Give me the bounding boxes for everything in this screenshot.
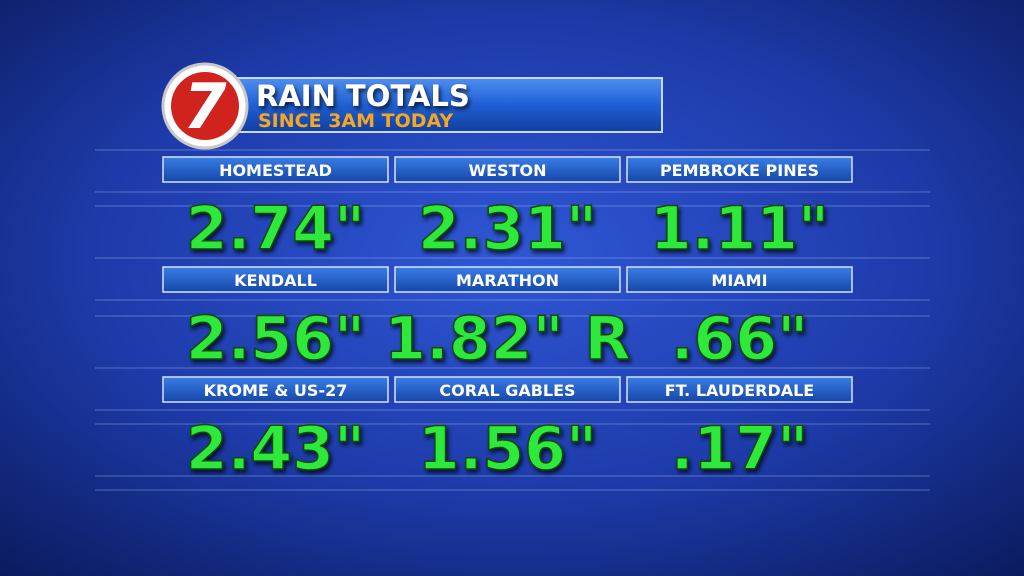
rain-total: .17" (671, 414, 809, 484)
location-box (162, 266, 389, 293)
rain-total: .66" (671, 304, 809, 374)
location-box (162, 376, 389, 403)
subtitle: SINCE 3AM TODAY (258, 110, 453, 132)
rain-total: 1.82" R (384, 304, 630, 374)
logo-disc (171, 72, 239, 140)
location: PEMBROKE PINES (660, 161, 819, 180)
title: RAIN TOTALS (256, 79, 470, 113)
location-box (626, 156, 853, 183)
rain-total: 1.56" (418, 414, 597, 484)
header-bar (199, 77, 663, 133)
location: WESTON (468, 161, 546, 180)
location: CORAL GABLES (439, 381, 575, 400)
location: MARATHON (456, 271, 559, 290)
location-box (394, 156, 621, 183)
rain-total: 1.11" (650, 194, 829, 264)
totals-grid: HOMESTEAD 2.74" WESTON 2.31" PEMBROKE PINES 1… (162, 156, 853, 485)
location-box (626, 376, 853, 403)
location: KROME & US-27 (204, 381, 348, 400)
location-box (394, 266, 621, 293)
rain-total: 2.31" (418, 194, 597, 264)
rain-total: 2.43" (186, 414, 365, 484)
location-box (626, 266, 853, 293)
location: KENDALL (234, 271, 317, 290)
location-box (162, 156, 389, 183)
rain-total: 2.56" (186, 304, 365, 374)
logo: 7 (183, 70, 227, 143)
location: HOMESTEAD (219, 161, 332, 180)
location: FT. LAUDERDALE (665, 381, 814, 400)
location: MIAMI (711, 271, 767, 290)
rain-total: 2.74" (186, 194, 365, 264)
location-box (394, 376, 621, 403)
guide-lines (95, 149, 930, 491)
